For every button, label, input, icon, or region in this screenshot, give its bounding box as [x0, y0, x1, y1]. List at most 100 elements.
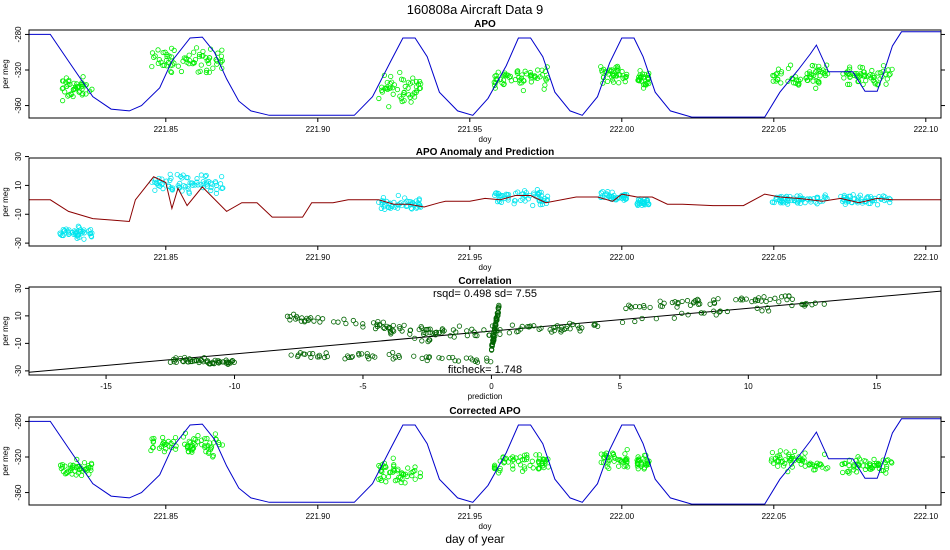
- data-point: [187, 443, 193, 449]
- data-point: [427, 337, 433, 343]
- data-point: [717, 308, 723, 314]
- data-point: [889, 66, 895, 72]
- data-point: [542, 82, 548, 88]
- data-point: [186, 438, 192, 444]
- data-point: [873, 460, 880, 466]
- data-point: [770, 460, 777, 466]
- data-point: [567, 320, 573, 326]
- data-point: [87, 88, 93, 94]
- data-point: [376, 322, 383, 328]
- data-point: [301, 319, 308, 325]
- data-point: [806, 461, 813, 467]
- data-point: [551, 324, 557, 331]
- data-point: [182, 184, 189, 190]
- data-point: [411, 353, 417, 359]
- data-point: [884, 463, 890, 469]
- data-point: [402, 471, 409, 477]
- data-point: [398, 479, 404, 486]
- x-tick-label: 221.95: [458, 125, 483, 134]
- data-point: [672, 299, 678, 305]
- x-axis-label: prediction: [468, 392, 503, 401]
- data-point: [796, 82, 802, 88]
- data-point: [168, 440, 174, 446]
- data-point: [522, 68, 528, 74]
- data-point: [875, 81, 881, 87]
- data-point: [419, 338, 425, 344]
- data-point: [171, 47, 177, 53]
- data-point: [376, 95, 382, 102]
- data-point: [57, 230, 63, 236]
- y-tick-label: -10: [14, 337, 23, 349]
- data-point: [865, 194, 871, 200]
- data-point: [889, 460, 895, 466]
- x-tick-label: 5: [618, 382, 623, 391]
- data-point: [214, 186, 220, 193]
- data-point: [559, 327, 565, 333]
- x-tick-label: 221.85: [154, 253, 179, 262]
- y-tick-label: -360: [14, 97, 23, 114]
- data-point: [65, 229, 72, 236]
- data-point: [203, 179, 209, 185]
- x-tick-label: 222.05: [762, 253, 787, 262]
- data-point: [653, 316, 659, 322]
- data-point: [436, 355, 442, 361]
- data-point: [619, 459, 625, 465]
- data-point: [639, 200, 645, 207]
- data-point: [177, 180, 183, 186]
- data-point: [640, 75, 647, 81]
- data-point: [380, 319, 386, 325]
- plot-frame: [28, 416, 942, 506]
- data-point: [64, 470, 70, 476]
- data-point: [185, 175, 191, 181]
- data-point: [399, 98, 405, 105]
- data-point: [622, 451, 628, 457]
- data-point: [73, 229, 80, 235]
- data-point: [518, 197, 524, 203]
- data-point: [492, 462, 498, 468]
- plot-area: [29, 418, 941, 505]
- data-point: [639, 315, 645, 322]
- data-point: [472, 332, 478, 339]
- data-point: [710, 308, 717, 314]
- data-point: [86, 228, 92, 234]
- data-point: [155, 60, 161, 66]
- data-point: [324, 353, 330, 360]
- data-point: [359, 351, 365, 357]
- data-point: [81, 236, 87, 242]
- data-point: [190, 182, 196, 188]
- data-point: [538, 325, 544, 331]
- data-point: [515, 458, 522, 465]
- data-point: [635, 77, 642, 83]
- data-point: [528, 79, 534, 85]
- data-point: [707, 301, 713, 307]
- data-point: [632, 318, 638, 325]
- data-point: [510, 454, 516, 460]
- data-point: [514, 68, 520, 75]
- data-point: [764, 305, 771, 311]
- data-point: [492, 82, 498, 88]
- panel-title: Corrected APO: [449, 406, 521, 417]
- data-point: [161, 449, 168, 455]
- data-point: [390, 91, 396, 97]
- data-point: [797, 457, 803, 464]
- data-point: [868, 75, 874, 81]
- plot-frame: [28, 286, 942, 376]
- data-point: [307, 351, 313, 357]
- data-point: [675, 299, 681, 306]
- data-point: [450, 327, 457, 333]
- data-point: [73, 84, 79, 90]
- data-point: [469, 326, 475, 332]
- data-point: [616, 463, 622, 469]
- rsqd-annotation: rsqd= 0.498 sd= 7.55: [433, 288, 537, 300]
- x-tick-label: 222.10: [914, 512, 939, 521]
- data-point: [287, 313, 293, 320]
- data-point: [400, 471, 406, 477]
- data-point: [212, 179, 219, 185]
- data-point: [193, 45, 200, 51]
- data-point: [374, 321, 380, 327]
- data-point: [167, 171, 173, 177]
- x-tick-label: 221.90: [306, 253, 331, 262]
- data-point: [530, 465, 536, 471]
- data-point: [497, 331, 503, 337]
- data-point: [284, 313, 291, 319]
